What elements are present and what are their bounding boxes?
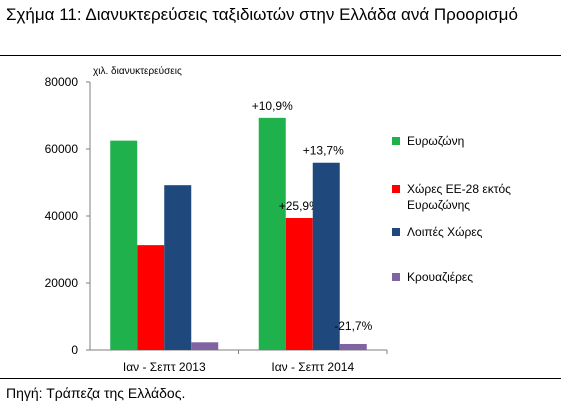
y-tick-label: 60000 — [45, 142, 79, 156]
top-rule — [0, 55, 561, 56]
bar-2-cat-2 — [285, 218, 313, 350]
data-label: +13,7% — [303, 144, 344, 158]
y-tick-label: 20000 — [45, 276, 79, 290]
bar-2-cat-1 — [137, 245, 165, 350]
data-label: -21,7% — [334, 319, 372, 333]
x-category-label: Ιαν - Σεπτ 2014 — [271, 360, 354, 374]
y-tick-label: 40000 — [45, 209, 79, 223]
bar-4-cat-2 — [339, 343, 367, 350]
x-category-label: Ιαν - Σεπτ 2013 — [123, 360, 206, 374]
y-axis-label: χιλ. διανυκτερεύσεις — [93, 65, 182, 77]
bar-4-cat-1 — [191, 342, 219, 350]
data-label: +25,9% — [279, 199, 320, 213]
y-tick-label: 80000 — [45, 75, 79, 89]
bar-1-cat-1 — [110, 140, 138, 350]
bar-1-cat-2 — [258, 117, 286, 350]
y-tick-label: 0 — [71, 343, 78, 357]
figure-caption: Σχήμα 11: Διανυκτερεύσεις ταξιδιωτών στη… — [6, 5, 518, 24]
source-note: Πηγή: Τράπεζα της Ελλάδος. — [6, 385, 186, 401]
bar-3-cat-2 — [312, 162, 340, 350]
bottom-rule — [0, 378, 561, 379]
data-label: +10,9% — [252, 99, 293, 113]
bar-3-cat-1 — [164, 185, 192, 350]
